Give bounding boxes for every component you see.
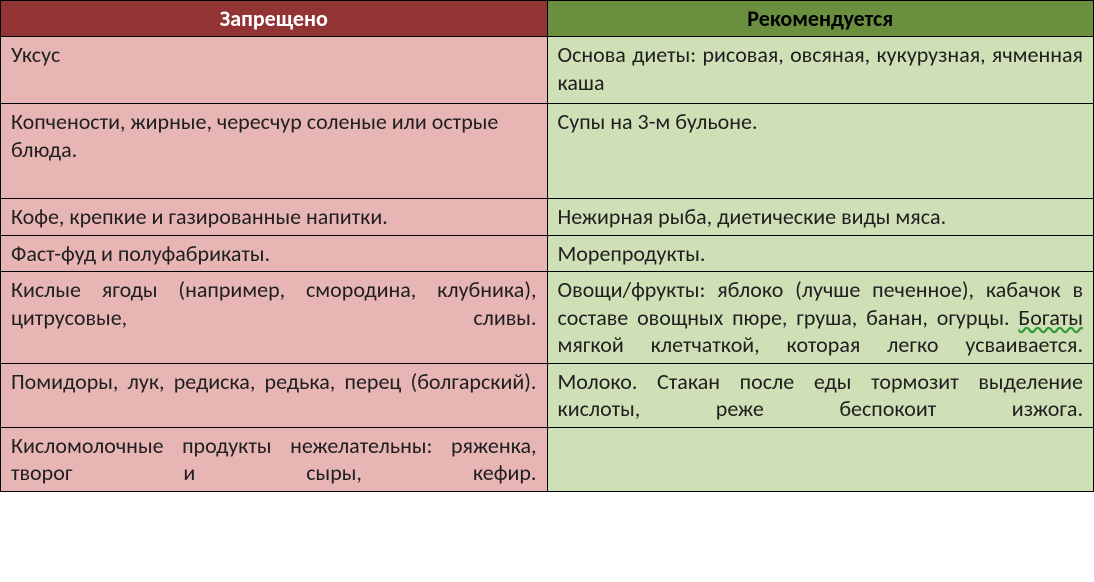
table-row: Кисломолочные продукты нежелательны: ряж… [1,427,1094,491]
cell-text-part: мягкой клетчаткой, которая легко усваива… [558,331,1084,358]
header-recommended: Рекомендуется [547,1,1094,37]
cell-recommended [547,427,1094,491]
cell-forbidden: Уксус [1,37,548,104]
table-body: УксусОснова диеты: рисовая, овсяная, кук… [1,37,1094,492]
cell-recommended: Молоко. Стакан после еды тормозит выделе… [547,363,1094,427]
cell-recommended: Нежирная рыба, диетические виды мяса. [547,199,1094,236]
cell-forbidden: Копчености, жирные, чересчур соленые или… [1,104,548,199]
diet-comparison-table: Запрещено Рекомендуется УксусОснова диет… [0,0,1094,492]
cell-forbidden: Кофе, крепкие и газированные напитки. [1,199,548,236]
header-forbidden: Запрещено [1,1,548,37]
cell-forbidden: Помидоры, лук, редиска, редька, перец (б… [1,363,548,427]
table-row: Кофе, крепкие и газированные напитки.Неж… [1,199,1094,236]
cell-text-part: Овощи/фрукты: яблоко (лучше печенное), к… [558,276,1084,331]
table-row: Кислые ягоды (например, смородина, клубн… [1,272,1094,364]
table-row: УксусОснова диеты: рисовая, овсяная, кук… [1,37,1094,104]
table-row: Помидоры, лук, редиска, редька, перец (б… [1,363,1094,427]
cell-text-part: Богаты [1018,304,1083,331]
table-row: Копчености, жирные, чересчур соленые или… [1,104,1094,199]
cell-recommended: Супы на 3-м бульоне. [547,104,1094,199]
cell-forbidden: Кислые ягоды (например, смородина, клубн… [1,272,548,364]
cell-recommended: Морепродукты. [547,235,1094,272]
cell-forbidden: Фаст-фуд и полуфабрикаты. [1,235,548,272]
cell-recommended: Основа диеты: рисовая, овсяная, кукурузн… [547,37,1094,104]
table-row: Фаст-фуд и полуфабрикаты.Морепродукты. [1,235,1094,272]
cell-forbidden: Кисломолочные продукты нежелательны: ряж… [1,427,548,491]
cell-recommended: Овощи/фрукты: яблоко (лучше печенное), к… [547,272,1094,364]
header-row: Запрещено Рекомендуется [1,1,1094,37]
